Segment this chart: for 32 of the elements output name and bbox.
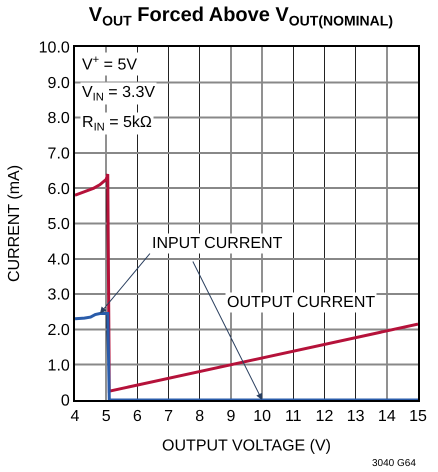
y-axis-title: CURRENT (mA) [6,164,24,282]
text: 3040 G64 [372,458,416,469]
x-tick-label: 15 [409,408,427,426]
x-tick-label: 8 [195,408,204,426]
x-tick-label: 7 [164,408,174,426]
x-tick-label: 11 [284,408,302,426]
x-tick-label: 12 [316,408,334,426]
y-tick-label: 3.0 [48,286,70,304]
x-tick-label: 10 [253,408,272,426]
annotation: OUTPUT CURRENT [227,294,376,311]
annotation: V$_{IN}$ = 3.3V [82,84,156,104]
x-axis-title: OUTPUT VOLTAGE (V) [162,437,331,454]
y-tick-label: 8.0 [48,110,70,128]
y-tick-label: 1.0 [48,357,70,374]
y-tick-label: 10.0 [38,40,70,57]
x-tick-label: 5 [102,408,111,426]
x-tick-label: 4 [70,408,80,426]
y-tick-label: 5.0 [48,216,70,234]
x-tick-label: 13 [346,408,365,426]
y-tick-label: 9.0 [48,74,70,92]
y-tick-label: 7.0 [48,146,70,162]
chart-title: V$_{OUT}$ Forced Above V$_{OUT(NOMINAL)}$ [88,4,393,28]
x-tick-label: 6 [132,408,142,426]
y-tick-label: 0 [60,392,70,410]
x-tick-label: 9 [226,408,236,426]
y-tick-label: 4.0 [48,251,70,268]
y-tick-label: 6.0 [48,180,70,198]
annotation: INPUT CURRENT [152,235,283,252]
annotation: R$_{IN}$ = 5kΩ [82,114,152,134]
x-tick-label: 14 [378,408,396,426]
y-tick-label: 2.0 [48,322,70,339]
annotation: V$^{+}$ = 5V [82,54,138,74]
